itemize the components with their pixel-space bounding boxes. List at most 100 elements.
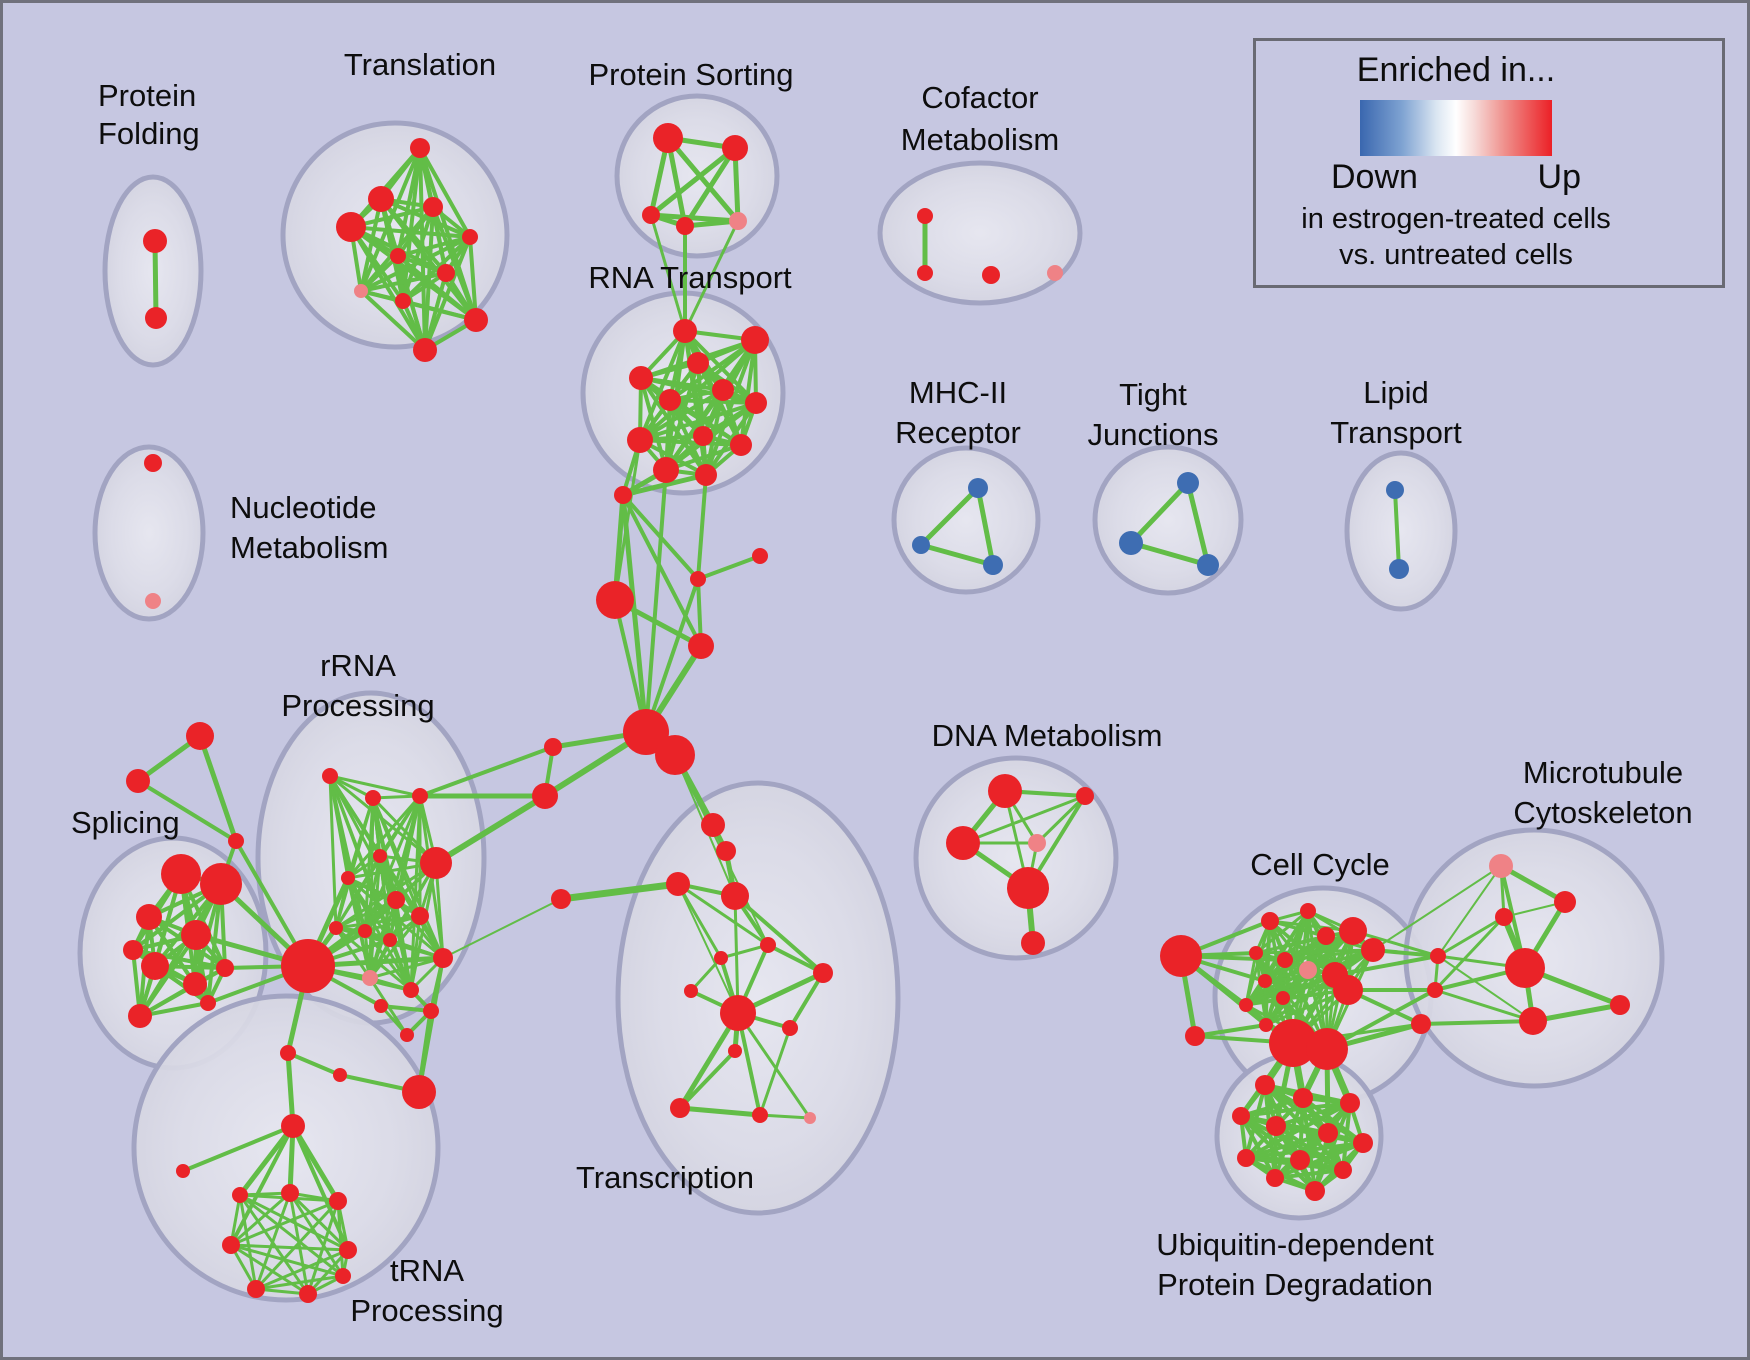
- edge: [328, 774, 422, 798]
- node-rna-transport-8: [693, 426, 713, 446]
- node-rrna-processing-4: [420, 847, 452, 879]
- node-trna-processing-3: [281, 1184, 299, 1202]
- node-ubiquitin-degradation-2: [1340, 1093, 1360, 1113]
- edge: [371, 796, 445, 960]
- cluster-label-rna-transport: RNA Transport: [588, 260, 792, 295]
- node-transcription-0: [701, 813, 725, 837]
- edge: [423, 235, 472, 352]
- cluster-ellipse-cofactor-metabolism: [877, 160, 1083, 306]
- edge: [286, 1051, 342, 1077]
- edge: [336, 1199, 345, 1278]
- edge: [1283, 948, 1375, 962]
- edge: [229, 1243, 310, 1296]
- node-microtubule-cytoskeleton-6: [1430, 948, 1446, 964]
- legend-up-label: Up: [1537, 158, 1581, 196]
- edge: [696, 473, 708, 581]
- node-dna-metabolism-4: [1007, 867, 1049, 909]
- node-translation-1: [368, 186, 394, 212]
- node-splicing-9: [200, 995, 216, 1011]
- node-transcription-7: [813, 963, 833, 983]
- node-mhc-ii-receptor-2: [983, 555, 1003, 575]
- node-transcription-5: [760, 937, 776, 953]
- node-ubiquitin-degradation-1: [1293, 1088, 1313, 1108]
- edge: [696, 554, 762, 581]
- edge: [334, 914, 422, 930]
- node-rrna-processing-18: [400, 1028, 414, 1042]
- edge: [363, 914, 422, 933]
- edge: [1254, 948, 1375, 955]
- node-trna-processing-7: [247, 1280, 265, 1298]
- node-dna-metabolism-0: [988, 774, 1022, 808]
- edge: [678, 1049, 737, 1110]
- edge: [676, 882, 723, 960]
- node-rrna-processing-10: [383, 933, 397, 947]
- cluster-ellipse-trna-processing: [131, 993, 441, 1303]
- edge: [1498, 863, 1568, 905]
- edge: [254, 1274, 345, 1291]
- node-translation-6: [437, 264, 455, 282]
- edge: [229, 1243, 350, 1252]
- node-protein-sorting-2: [642, 206, 660, 224]
- edge: [401, 146, 422, 303]
- node-microtubule-cytoskeleton-0: [1489, 854, 1513, 878]
- edge: [1437, 865, 1502, 957]
- edge: [346, 794, 422, 880]
- edge: [613, 438, 642, 602]
- node-splicing-2: [136, 904, 162, 930]
- edge: [975, 485, 996, 568]
- edge: [733, 894, 740, 1015]
- node-ubiquitin-degradation-3: [1232, 1107, 1250, 1125]
- edge: [788, 971, 825, 1030]
- node-trna-processing-8: [299, 1285, 317, 1303]
- edge: [758, 1026, 792, 1117]
- edge: [638, 401, 758, 442]
- edge: [1372, 865, 1502, 951]
- node-cell-cycle-3: [1300, 903, 1316, 919]
- node-rna-transport-11: [695, 464, 717, 486]
- edge: [677, 1105, 763, 1118]
- node-trna-processing-6: [339, 1241, 357, 1259]
- node-dna-metabolism-2: [946, 826, 980, 860]
- node-ubiquitin-degradation-5: [1318, 1123, 1338, 1143]
- node-tight-junctions-1: [1119, 531, 1143, 555]
- node-nucleotide-metabolism-1: [145, 593, 161, 609]
- edge: [229, 1243, 345, 1278]
- node-cell-cycle-5: [1339, 917, 1367, 945]
- node-translation-7: [354, 284, 368, 298]
- edge: [238, 1193, 345, 1278]
- node-ubiquitin-degradation-4: [1266, 1116, 1286, 1136]
- edge: [677, 883, 739, 1014]
- legend-subtitle-line1: in estrogen-treated cells: [1301, 203, 1611, 235]
- edge: [1437, 955, 1534, 1022]
- node-microtubule-cytoskeleton-3: [1505, 948, 1545, 988]
- node-trna-processing-4: [329, 1192, 347, 1210]
- edge: [1351, 929, 1440, 958]
- node-splicing-12: [126, 769, 150, 793]
- node-layer: [123, 123, 1630, 1303]
- edge: [1244, 1141, 1365, 1160]
- node-rrna-processing-20: [402, 1075, 436, 1109]
- node-rrna-processing-0: [322, 768, 338, 784]
- node-translation-8: [395, 293, 411, 309]
- cluster-label-cofactor-metabolism: Cofactor: [921, 80, 1038, 115]
- node-trna-processing-9: [335, 1268, 351, 1284]
- edge: [468, 235, 478, 322]
- cluster-ellipse-lipid-transport: [1344, 450, 1458, 612]
- edge: [668, 398, 758, 405]
- edge: [1035, 794, 1087, 845]
- legend-gradient-bar: [1360, 100, 1552, 156]
- node-protein-sorting-3: [676, 217, 694, 235]
- node-rna-transport-5: [659, 389, 681, 411]
- edge: [359, 254, 400, 293]
- cluster-label-nucleotide-metabolism: Nucleotide: [230, 490, 376, 525]
- cluster-label-ubiquitin-degradation: Protein Degradation: [1157, 1267, 1433, 1302]
- cluster-label-rrna-processing: rRNA: [320, 648, 396, 683]
- cluster-label-protein-folding: Protein: [98, 78, 196, 113]
- node-tight-junctions-2: [1197, 554, 1219, 576]
- edge: [368, 914, 422, 980]
- node-ubiquitin-degradation-0: [1255, 1075, 1275, 1095]
- node-rrna-processing-9: [358, 924, 372, 938]
- edge: [254, 1248, 350, 1291]
- node-tight-junctions-0: [1177, 472, 1199, 494]
- node-cell-cycle-6: [1249, 946, 1263, 960]
